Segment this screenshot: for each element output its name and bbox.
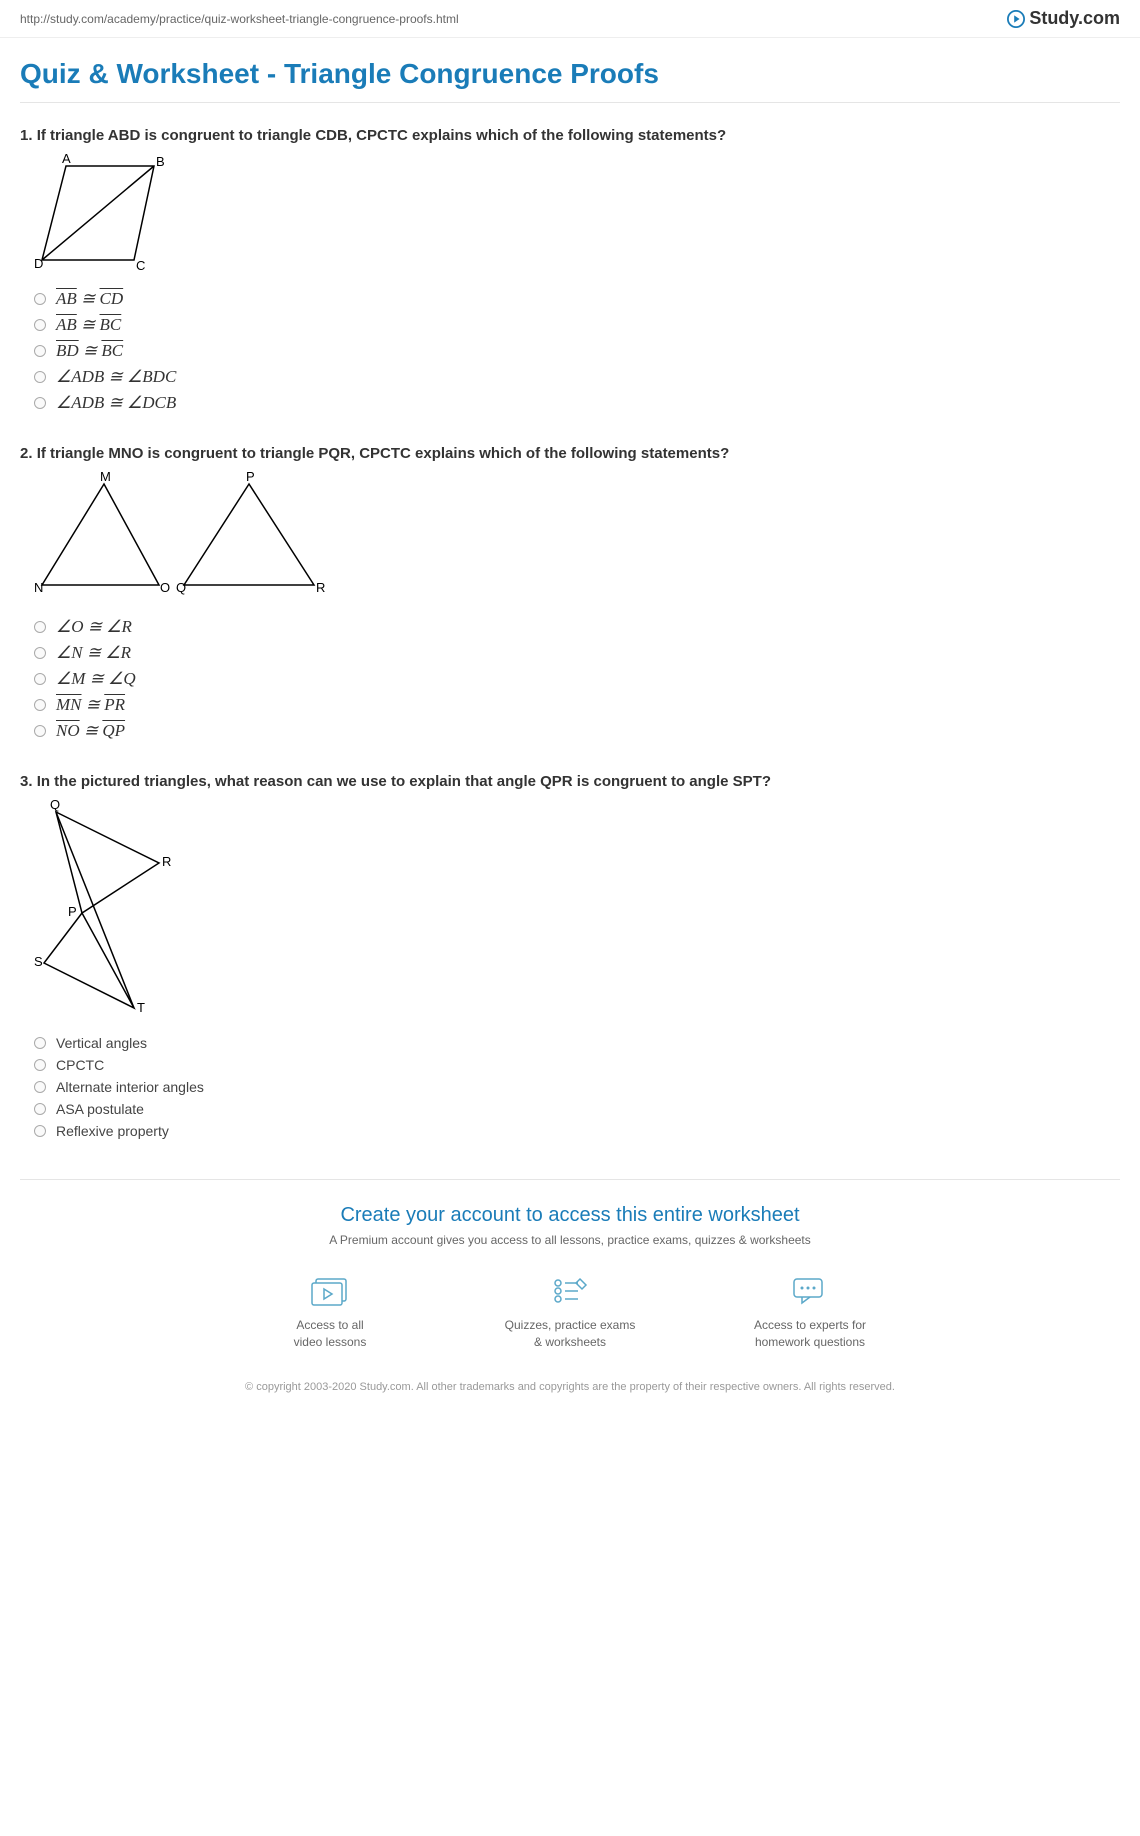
option[interactable]: Vertical angles <box>34 1035 1120 1051</box>
option[interactable]: AB ≅ CD <box>34 289 1120 309</box>
url-text: http://study.com/academy/practice/quiz-w… <box>20 12 459 26</box>
options-list: ∠O ≅ ∠R ∠N ≅ ∠R ∠M ≅ ∠Q MN ≅ PR NO ≅ QP <box>20 617 1120 741</box>
cta-section: Create your account to access this entir… <box>20 1179 1120 1415</box>
benefit-video: Access to allvideo lessons <box>250 1275 410 1351</box>
option[interactable]: BD ≅ BC <box>34 341 1120 361</box>
question-text: 1. If triangle ABD is congruent to trian… <box>20 127 1120 144</box>
options-list: AB ≅ CD AB ≅ BC BD ≅ BC ∠ADB ≅ ∠BDC ∠ADB… <box>20 289 1120 413</box>
svg-text:S: S <box>34 954 43 969</box>
radio-icon[interactable] <box>34 647 46 659</box>
svg-text:B: B <box>156 154 165 169</box>
diagram-parallelogram: A B C D <box>34 152 1120 277</box>
quiz-icon <box>550 1275 590 1307</box>
radio-icon[interactable] <box>34 1125 46 1137</box>
benefit-text: Access to experts forhomework questions <box>754 1317 866 1351</box>
option[interactable]: CPCTC <box>34 1057 1120 1073</box>
logo-text: Study.com <box>1029 8 1120 29</box>
question-1: 1. If triangle ABD is congruent to trian… <box>20 127 1120 413</box>
radio-icon[interactable] <box>34 371 46 383</box>
benefit-quiz: Quizzes, practice exams& worksheets <box>490 1275 650 1351</box>
svg-text:A: A <box>62 152 71 166</box>
option[interactable]: ASA postulate <box>34 1101 1120 1117</box>
option[interactable]: AB ≅ BC <box>34 315 1120 335</box>
radio-icon[interactable] <box>34 1081 46 1093</box>
svg-text:Q: Q <box>50 798 60 812</box>
option[interactable]: ∠N ≅ ∠R <box>34 643 1120 663</box>
radio-icon[interactable] <box>34 345 46 357</box>
benefit-text: Quizzes, practice exams& worksheets <box>505 1317 636 1351</box>
option[interactable]: Reflexive property <box>34 1123 1120 1139</box>
radio-icon[interactable] <box>34 621 46 633</box>
content: Quiz & Worksheet - Triangle Congruence P… <box>0 38 1140 1415</box>
option[interactable]: ∠ADB ≅ ∠BDC <box>34 367 1120 387</box>
chat-icon <box>790 1275 830 1307</box>
logo[interactable]: Study.com <box>1007 8 1120 29</box>
svg-text:R: R <box>316 580 325 595</box>
radio-icon[interactable] <box>34 1059 46 1071</box>
question-2: 2. If triangle MNO is congruent to trian… <box>20 445 1120 741</box>
benefit-text: Access to allvideo lessons <box>294 1317 367 1351</box>
radio-icon[interactable] <box>34 699 46 711</box>
question-text: 3. In the pictured triangles, what reaso… <box>20 773 1120 790</box>
header-bar: http://study.com/academy/practice/quiz-w… <box>0 0 1140 38</box>
cta-title: Create your account to access this entir… <box>20 1204 1120 1227</box>
question-text: 2. If triangle MNO is congruent to trian… <box>20 445 1120 462</box>
play-logo-icon <box>1007 10 1025 28</box>
svg-text:Q: Q <box>176 580 186 595</box>
svg-text:O: O <box>160 580 170 595</box>
radio-icon[interactable] <box>34 1103 46 1115</box>
svg-text:D: D <box>34 256 43 271</box>
page-title: Quiz & Worksheet - Triangle Congruence P… <box>20 58 1120 103</box>
option[interactable]: MN ≅ PR <box>34 695 1120 715</box>
svg-text:R: R <box>162 854 171 869</box>
svg-text:P: P <box>246 470 255 484</box>
options-list: Vertical angles CPCTC Alternate interior… <box>20 1035 1120 1139</box>
copyright: © copyright 2003-2020 Study.com. All oth… <box>20 1379 1120 1396</box>
cta-subtitle: A Premium account gives you access to al… <box>20 1233 1120 1247</box>
radio-icon[interactable] <box>34 673 46 685</box>
radio-icon[interactable] <box>34 293 46 305</box>
option[interactable]: ∠ADB ≅ ∠DCB <box>34 393 1120 413</box>
radio-icon[interactable] <box>34 725 46 737</box>
svg-text:P: P <box>68 904 77 919</box>
benefit-chat: Access to experts forhomework questions <box>730 1275 890 1351</box>
option[interactable]: ∠M ≅ ∠Q <box>34 669 1120 689</box>
radio-icon[interactable] <box>34 397 46 409</box>
svg-text:C: C <box>136 258 145 272</box>
radio-icon[interactable] <box>34 319 46 331</box>
question-3: 3. In the pictured triangles, what reaso… <box>20 773 1120 1139</box>
video-icon <box>310 1275 350 1307</box>
svg-text:T: T <box>137 1000 145 1015</box>
option[interactable]: ∠O ≅ ∠R <box>34 617 1120 637</box>
svg-text:N: N <box>34 580 43 595</box>
radio-icon[interactable] <box>34 1037 46 1049</box>
option[interactable]: NO ≅ QP <box>34 721 1120 741</box>
svg-text:M: M <box>100 470 111 484</box>
option[interactable]: Alternate interior angles <box>34 1079 1120 1095</box>
diagram-two-triangles: M N O P Q R <box>34 470 1120 605</box>
benefits-row: Access to allvideo lessons Quizzes, prac… <box>20 1275 1120 1351</box>
diagram-bowtie: Q R P S T <box>34 798 1120 1023</box>
